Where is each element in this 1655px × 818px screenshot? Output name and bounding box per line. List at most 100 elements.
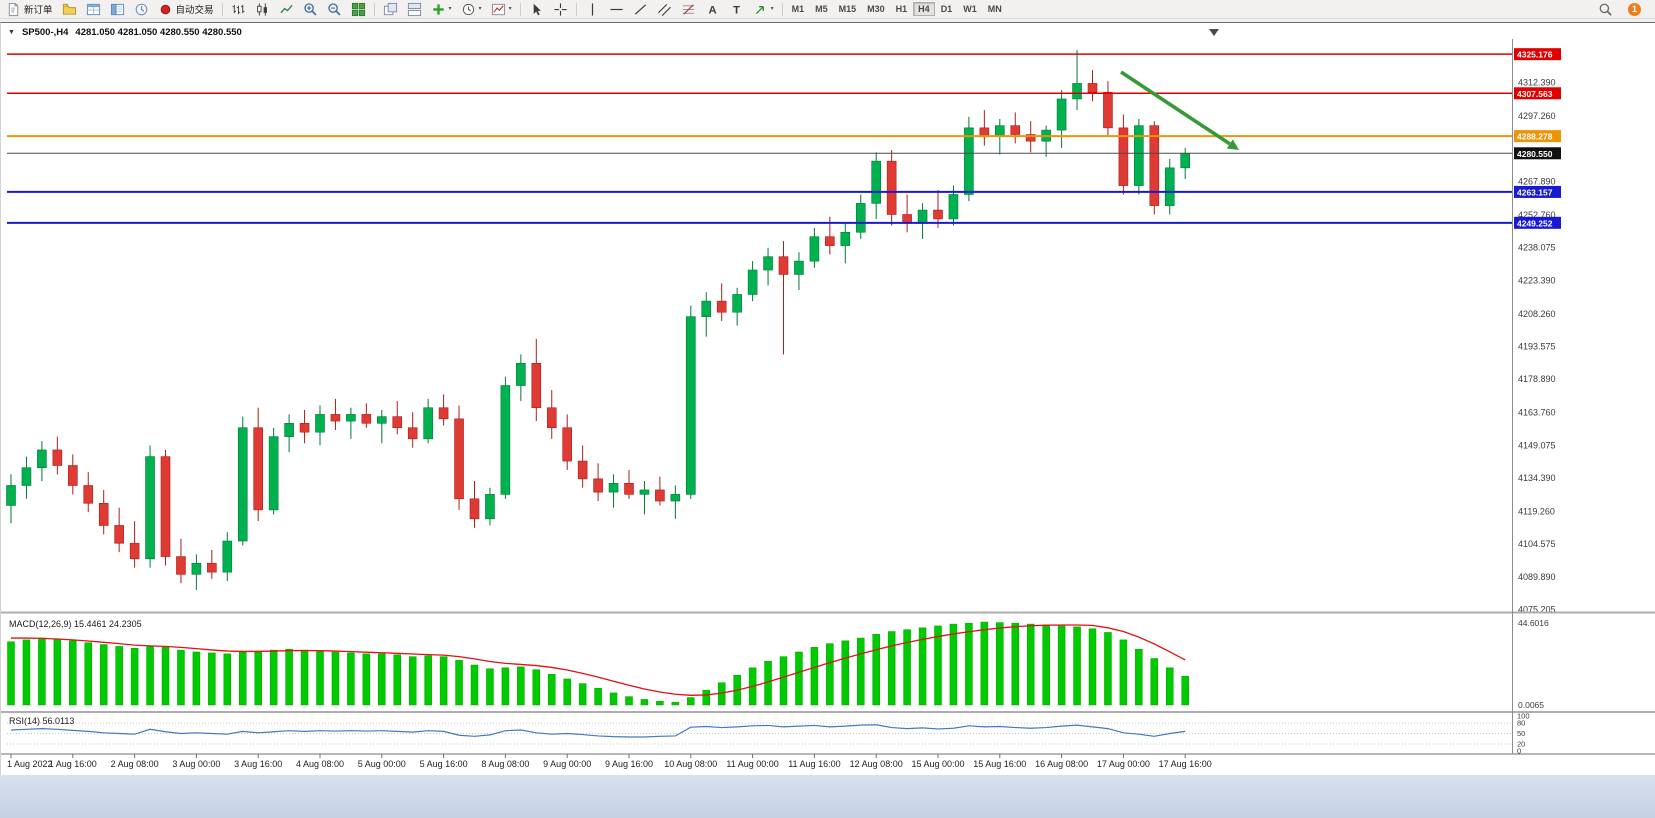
tile-windows-button[interactable]	[347, 1, 370, 18]
macd-histogram-bar	[53, 638, 62, 706]
macd-histogram-bar	[316, 650, 324, 706]
tile-horizontal-button[interactable]	[403, 1, 426, 18]
cascade-windows-button[interactable]	[379, 1, 402, 18]
macd-signal-line	[11, 624, 1186, 696]
timeframe-h4-button[interactable]: H4	[913, 2, 935, 16]
macd-histogram-bar	[285, 648, 293, 706]
time-axis-label: 1 Aug 2022	[7, 759, 53, 769]
price-level-tag-text: 4325.176	[1517, 50, 1553, 60]
templates-button[interactable]: ▾	[487, 1, 516, 18]
price-axis-tick: 4104.575	[1518, 539, 1556, 549]
macd-histogram-bar	[918, 627, 927, 706]
toolbar-right-group: 1	[1594, 1, 1653, 18]
time-axis-label: 9 Aug 16:00	[605, 759, 653, 769]
navigator-button[interactable]	[106, 1, 129, 18]
search-icon	[1599, 3, 1612, 16]
pane-separator[interactable]	[1, 711, 1655, 713]
macd-axis-zero: 0.0065	[1518, 700, 1544, 710]
trendline-button[interactable]	[629, 1, 652, 18]
macd-histogram-bar	[455, 660, 463, 706]
macd-histogram-bar	[146, 646, 154, 706]
label-tool-button[interactable]: T	[725, 1, 748, 18]
channel-button[interactable]	[653, 1, 676, 18]
text-tool-button[interactable]: A	[701, 1, 724, 18]
timeframe-w1-button[interactable]: W1	[958, 2, 982, 16]
price-axis-tick: 4178.890	[1518, 374, 1556, 384]
data-window-button[interactable]	[130, 1, 153, 18]
macd-histogram-bar	[1119, 639, 1128, 706]
macd-histogram-bar	[254, 650, 262, 706]
price-level-tag-text: 4307.563	[1517, 89, 1553, 99]
macd-histogram-bar	[517, 666, 525, 706]
cursor-button[interactable]	[525, 1, 548, 18]
notification-badge: 1	[1628, 2, 1641, 16]
timeframe-mn-button[interactable]: MN	[983, 2, 1007, 16]
chart-candles-button[interactable]	[251, 1, 274, 18]
timeframe-m30-button[interactable]: M30	[862, 2, 890, 16]
vertical-line-button[interactable]	[581, 1, 604, 18]
price-level-tag	[1514, 48, 1561, 61]
macd-histogram-bar	[903, 629, 911, 706]
macd-histogram-bar	[702, 689, 710, 706]
market-watch-button[interactable]	[82, 1, 105, 18]
timeframe-group: M1 M5 M15 M30 H1 H4 D1 W1 MN	[787, 2, 1007, 16]
charts-profile-button[interactable]	[58, 1, 81, 18]
macd-histogram-bar	[640, 699, 649, 706]
macd-histogram-bar	[424, 655, 432, 706]
chart-line-button[interactable]	[275, 1, 298, 18]
auto-trading-icon	[160, 4, 170, 14]
macd-histogram-bar	[779, 656, 788, 706]
macd-histogram-bar	[486, 668, 494, 706]
macd-histogram-bar	[38, 637, 46, 706]
timeframe-m15-button[interactable]: M15	[834, 2, 862, 16]
rsi-axis-tick: 100	[1517, 712, 1530, 721]
auto-trading-button[interactable]: 自动交易	[154, 1, 218, 18]
timeframe-d1-button[interactable]: D1	[936, 2, 958, 16]
zoom-out-button[interactable]	[323, 1, 346, 18]
macd-histogram-bar	[439, 656, 448, 706]
chart-canvas[interactable]: 4312.390 4297.260 4267.890 4252.760 4238.075…	[1, 23, 1655, 776]
collapse-caret-icon[interactable]: ▼	[8, 29, 15, 36]
toolbar-separator	[519, 2, 521, 16]
macd-histogram-bar	[671, 701, 680, 706]
horizontal-line-button[interactable]	[605, 1, 628, 18]
current-price-tag	[1514, 147, 1561, 160]
indicators-button[interactable]: ▾	[427, 1, 456, 18]
chart-line-icon	[279, 4, 293, 13]
macd-histogram-bar	[331, 651, 340, 706]
macd-histogram-bar	[609, 692, 618, 706]
toolbar-separator	[575, 2, 577, 16]
price-axis-tick: 4119.260	[1518, 507, 1555, 517]
candlestick-series	[6, 50, 1190, 590]
chart-bars-icon	[232, 4, 244, 14]
symbol-period-label: SP500-,H4	[21, 27, 69, 38]
data-window-icon	[135, 3, 147, 15]
timeframe-m1-button[interactable]: M1	[787, 2, 810, 16]
arrows-tool-button[interactable]: ▾	[749, 1, 778, 18]
timeframe-h1-button[interactable]: H1	[891, 2, 913, 16]
search-button[interactable]	[1594, 1, 1617, 18]
new-order-label: 新订单	[24, 5, 53, 16]
time-axis-label: 15 Aug 00:00	[911, 759, 964, 769]
chart-shift-marker-icon[interactable]	[1209, 29, 1219, 36]
time-axis-label: 17 Aug 00:00	[1097, 759, 1150, 769]
pane-separator[interactable]	[1, 611, 1655, 614]
fibonacci-button[interactable]	[677, 1, 700, 18]
notifications-button[interactable]: 1	[1624, 1, 1645, 18]
chart-bars-button[interactable]	[227, 1, 250, 18]
chart-window: ▼ SP500-,H4 4281.050 4281.050 4280.550 4…	[0, 22, 1655, 775]
price-level-tag	[1514, 216, 1561, 229]
macd-histogram-bar	[378, 653, 386, 706]
zoom-in-button[interactable]	[299, 1, 322, 18]
label-tool-icon: T	[733, 4, 740, 16]
trend-arrow-annotation[interactable]	[1120, 70, 1231, 146]
timeframe-m5-button[interactable]: M5	[810, 2, 833, 16]
crosshair-button[interactable]	[549, 1, 572, 18]
price-level-tag	[1514, 87, 1561, 100]
macd-histogram-bar	[1135, 648, 1143, 706]
new-order-button[interactable]: 新订单	[2, 1, 57, 18]
macd-histogram-bar	[347, 652, 355, 706]
macd-histogram-bar	[1104, 632, 1112, 706]
periods-button[interactable]: ▾	[457, 1, 486, 18]
